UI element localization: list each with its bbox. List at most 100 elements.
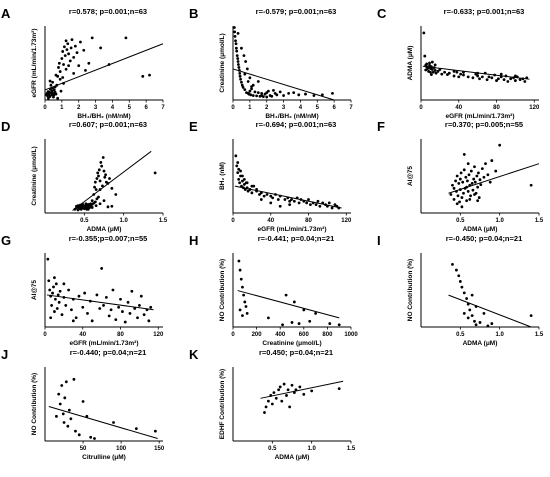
x-tick-label: 400 <box>275 332 286 338</box>
data-point <box>470 314 474 318</box>
data-point <box>51 80 54 84</box>
data-point <box>240 46 243 50</box>
data-point <box>284 293 288 297</box>
x-axis-label: eGFR (mL/min/1.73m²) <box>446 113 515 120</box>
data-point <box>102 169 106 173</box>
x-tick-label: 1.5 <box>347 446 356 452</box>
x-tick-label: 0.5 <box>456 332 465 338</box>
data-point <box>92 193 96 196</box>
data-point <box>102 304 105 307</box>
data-point <box>490 322 494 325</box>
x-tick-label: 0 <box>231 218 235 224</box>
data-point <box>126 300 130 304</box>
data-point <box>86 202 90 206</box>
x-tick-label: 0.5 <box>268 446 277 452</box>
data-point <box>278 385 282 389</box>
data-point <box>74 429 77 433</box>
data-point <box>455 268 458 272</box>
data-point <box>53 85 57 89</box>
x-tick-label: 0 <box>419 105 423 111</box>
data-point <box>466 302 470 306</box>
data-point <box>89 435 93 439</box>
data-point <box>302 199 306 203</box>
data-point <box>326 204 329 208</box>
data-point <box>256 80 260 83</box>
data-point <box>321 201 325 205</box>
data-point <box>74 316 78 320</box>
data-point <box>62 82 65 85</box>
data-point <box>241 186 245 190</box>
data-point <box>263 411 266 414</box>
data-point <box>269 201 273 205</box>
data-point <box>468 198 472 201</box>
data-point <box>90 319 94 323</box>
data-point <box>431 70 435 74</box>
data-point <box>302 392 306 396</box>
data-point <box>153 171 157 175</box>
data-point <box>274 193 277 196</box>
data-point <box>455 70 459 74</box>
data-point <box>290 383 294 387</box>
x-tick-label: 0 <box>231 105 235 111</box>
data-point <box>430 68 434 71</box>
x-axis-label: ADMA (μM) <box>463 340 498 347</box>
data-point <box>477 196 481 199</box>
data-point <box>238 268 242 272</box>
data-point <box>314 203 318 206</box>
data-point <box>107 63 111 66</box>
data-point <box>94 188 98 191</box>
data-point <box>53 276 56 280</box>
data-point <box>479 183 483 187</box>
data-point <box>499 75 503 79</box>
data-point <box>236 57 240 60</box>
data-point <box>504 74 508 78</box>
data-point <box>72 71 76 75</box>
data-point <box>486 173 490 177</box>
data-point <box>232 26 236 29</box>
data-point <box>77 64 81 68</box>
data-point <box>514 74 517 78</box>
data-point <box>292 91 296 94</box>
data-point <box>499 72 503 76</box>
data-point <box>286 196 290 200</box>
data-point <box>470 182 474 185</box>
data-point <box>290 321 294 324</box>
data-point <box>267 316 270 320</box>
data-point <box>245 311 249 315</box>
data-point <box>84 202 88 206</box>
x-tick-label: 40 <box>455 105 462 111</box>
data-point <box>466 179 469 183</box>
data-point <box>465 199 469 203</box>
data-point <box>246 189 250 193</box>
data-point <box>458 177 462 181</box>
y-axis-label: NO Contribution (%) <box>219 259 226 321</box>
data-point <box>271 196 275 200</box>
data-point <box>452 198 456 201</box>
x-tick-label: 0.5 <box>456 218 465 224</box>
data-point <box>476 185 480 189</box>
data-point <box>470 293 474 297</box>
x-tick-label: 2 <box>265 105 269 111</box>
data-point <box>459 72 463 76</box>
x-axis-label: BH₄/BH₂ (nM/nM) <box>77 113 130 120</box>
data-point <box>493 73 497 77</box>
data-point <box>243 72 247 76</box>
data-point <box>58 70 62 73</box>
data-point <box>286 388 290 392</box>
data-point <box>310 389 314 393</box>
data-point <box>234 39 237 43</box>
data-point <box>49 294 53 298</box>
data-point <box>462 73 465 77</box>
x-axis-label: ADMA (μM) <box>275 454 310 461</box>
data-point <box>97 195 100 199</box>
data-point <box>297 93 301 97</box>
stat-label: r=-0.633; p=0.001;n=63 <box>444 7 525 16</box>
regression-line <box>44 43 164 91</box>
data-point <box>88 299 92 303</box>
panel-letter: I <box>377 233 381 248</box>
